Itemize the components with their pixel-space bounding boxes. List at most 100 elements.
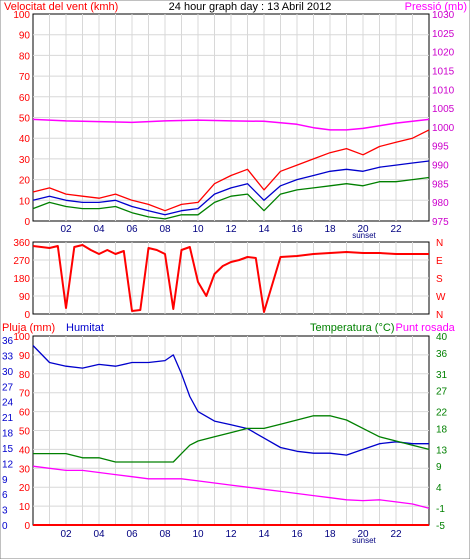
humidity-x-tick-label: 04 <box>93 529 105 540</box>
average-line <box>32 160 430 216</box>
pressure-tick-label: 995 <box>432 142 449 153</box>
temperature-ticks: -5 -1 4 9 13 18 22 27 31 36 40 <box>436 332 448 532</box>
direction-lines <box>32 244 429 313</box>
wind-x-tick-label: 20 <box>357 224 369 235</box>
dew-point-axis-label: Punt rosada <box>395 322 455 334</box>
temperature-tick-label: 22 <box>436 408 448 419</box>
low-line <box>32 176 430 220</box>
rain-tick-label: 70 <box>19 389 31 400</box>
wind_direction-line <box>32 244 429 313</box>
rain-tick-label: 0 <box>24 521 30 532</box>
pressure-tick-label: 1000 <box>432 123 455 134</box>
compass-tick-label: S <box>436 274 443 285</box>
wind-x-tick-label: 10 <box>192 224 204 235</box>
direction-tick-label: 180 <box>13 274 30 285</box>
pressure-ticks: 975 980 985 990 995 1000 1005 1010 1015 1020 1025 1… <box>432 10 455 228</box>
pressure-tick-label: 980 <box>432 198 449 209</box>
humidity-x-tick-label: 08 <box>159 529 171 540</box>
pressure-axis-label: Pressió (mb) <box>405 1 467 13</box>
humidity-x-tick-label: 20 <box>357 529 369 540</box>
humidity-tick-label: 36 <box>2 336 14 347</box>
humidity-tick-label: 24 <box>2 398 14 409</box>
humidity-x-tick-label: 10 <box>192 529 204 540</box>
wind-x-tick-label: 08 <box>159 224 171 235</box>
humidity-tick-label: 30 <box>2 367 14 378</box>
temperature-tick-label: -5 <box>436 521 445 532</box>
pressure-tick-label: 990 <box>432 161 449 172</box>
rain-tick-label: 40 <box>19 445 31 456</box>
rain-tick-label: 60 <box>19 408 31 419</box>
rain-tick-label: 20 <box>19 483 31 494</box>
humidity-x-tick-label: 18 <box>324 529 336 540</box>
pressure-tick-label: 1030 <box>432 10 455 21</box>
wind-x-tick-label: 18 <box>324 224 336 235</box>
rain-tick-label: 10 <box>19 502 31 513</box>
direction-degree-ticks: 0 90 180 270 360 <box>13 238 30 321</box>
humidity-grid <box>33 336 429 525</box>
wind-x-tick-label: 22 <box>390 224 402 235</box>
humidity-tick-label: 33 <box>2 351 14 362</box>
humidity-axis-label: Humitat <box>66 322 104 334</box>
direction-tick-label: 0 <box>24 310 30 321</box>
temperature-tick-label: 36 <box>436 349 448 360</box>
temperature-tick-label: 9 <box>436 462 442 473</box>
temperature-tick-label: 4 <box>436 483 442 494</box>
humidity-lines <box>32 345 430 526</box>
rain-tick-label: 80 <box>19 370 31 381</box>
pressure-tick-label: 975 <box>432 217 449 228</box>
wind-speed-tick-label: 90 <box>19 31 31 42</box>
pressure-tick-label: 1015 <box>432 66 455 77</box>
wind-speed-tick-label: 10 <box>19 196 31 207</box>
humidity-tick-label: 21 <box>2 413 14 424</box>
humidity-tick-label: 12 <box>2 459 14 470</box>
temperature-axis-label: Temperatura (°C) <box>310 322 394 334</box>
wind-speed-tick-label: 70 <box>19 72 31 83</box>
wind-speed-tick-label: 20 <box>19 176 31 187</box>
direction-tick-label: 270 <box>13 256 30 267</box>
temperature-tick-label: 18 <box>436 424 448 435</box>
humidity-x-ticks: 02 04 06 08 10 12 14 16 18 20 22 <box>60 529 402 540</box>
wind-lines <box>32 118 430 220</box>
rain-axis-label: Pluja (mm) <box>2 322 55 334</box>
wind-x-tick-label: 04 <box>93 224 105 235</box>
rain-tick-label: 50 <box>19 427 31 438</box>
wind-speed-tick-label: 30 <box>19 155 31 166</box>
pressure-line <box>32 118 430 131</box>
humidity-tick-label: 15 <box>2 444 14 455</box>
wind-speed-tick-label: 80 <box>19 51 31 62</box>
wind-x-tick-label: 06 <box>126 224 138 235</box>
wind-speed-ticks: 0 10 20 30 40 50 60 70 80 90 100 <box>13 10 30 228</box>
wind-grid <box>33 14 429 221</box>
pressure-tick-label: 985 <box>432 179 449 190</box>
compass-tick-label: N <box>436 238 443 249</box>
compass-tick-label: N <box>436 310 443 321</box>
humidity-x-tick-label: 14 <box>258 529 270 540</box>
pressure-tick-label: 1025 <box>432 29 455 40</box>
wind-x-tick-label: 02 <box>60 224 72 235</box>
pressure-tick-label: 1005 <box>432 104 455 115</box>
pressure-tick-label: 1020 <box>432 48 455 59</box>
humidity-tick-label: 18 <box>2 429 14 440</box>
humidity-x-tick-label: 12 <box>225 529 237 540</box>
wind-speed-axis-label: Velocitat del vent (kmh) <box>4 1 118 13</box>
compass-tick-label: E <box>436 256 443 267</box>
wind-speed-tick-label: 100 <box>13 10 30 21</box>
sunset-marker: sunset <box>352 231 376 240</box>
humidity-x-tick-label: 16 <box>291 529 303 540</box>
wind-x-tick-label: 16 <box>291 224 303 235</box>
chart-title: 24 hour graph day : 13 Abril 2012 <box>169 1 332 13</box>
direction-tick-label: 360 <box>13 238 30 249</box>
gust-line <box>32 129 430 212</box>
temperature-tick-label: 40 <box>436 332 448 343</box>
temperature-line <box>33 415 430 463</box>
wind-x-tick-label: 12 <box>225 224 237 235</box>
sunset-marker-lower: sunset <box>352 536 376 545</box>
dew_point-line <box>32 465 430 509</box>
humidity-tick-label: 9 <box>2 475 8 486</box>
wind-x-tick-label: 14 <box>258 224 270 235</box>
direction-tick-label: 90 <box>19 292 31 303</box>
humidity-x-tick-label: 06 <box>126 529 138 540</box>
